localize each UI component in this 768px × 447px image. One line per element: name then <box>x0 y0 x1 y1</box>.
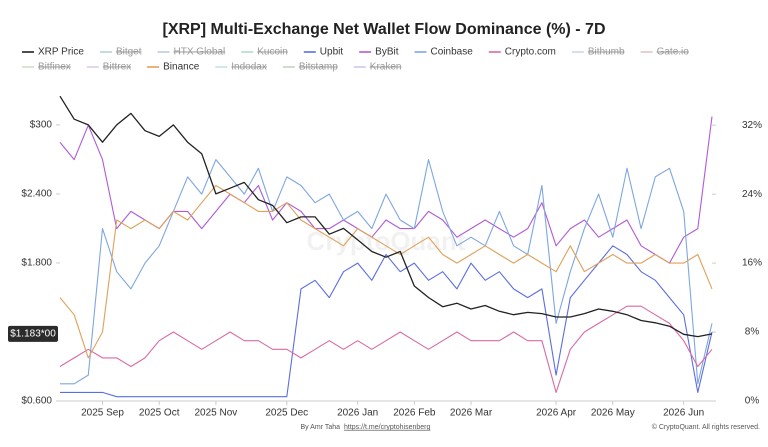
x-tick-label: 2025 Nov <box>195 408 238 419</box>
legend-label: Bitfinex <box>38 62 71 73</box>
series-line <box>60 159 713 385</box>
author-link[interactable]: https://t.me/cryptohisenberg <box>344 424 430 431</box>
x-tick-label: 2026 Apr <box>536 408 577 419</box>
legend-label: ByBit <box>375 47 399 58</box>
x-tick-label: 2025 Sep <box>81 408 124 419</box>
legend-label: Coinbase <box>431 47 474 58</box>
y2-tick-label: 0% <box>745 396 760 407</box>
legend-label: Bittrex <box>103 62 131 73</box>
legend-item[interactable]: Kucoin <box>241 47 288 58</box>
legend-item[interactable]: ByBit <box>359 47 399 58</box>
watermark: CryptoQuant <box>307 226 466 256</box>
legend-item[interactable]: Upbit <box>303 47 344 58</box>
legend-item[interactable]: Bithumb <box>571 47 625 58</box>
y2-tick-label: 24% <box>742 189 762 200</box>
legend-label: Binance <box>163 62 200 73</box>
legend-item[interactable]: Bittrex <box>86 62 131 73</box>
legend-label: Kraken <box>370 62 402 73</box>
author: By Amr Taha <box>300 424 340 431</box>
series-line <box>59 305 713 393</box>
y-tick-label: $1.800 <box>21 258 52 269</box>
y-tick-label: $0.600 <box>21 396 52 407</box>
y2-tick-label: 8% <box>745 327 760 338</box>
x-tick-label: 2026 Jun <box>663 408 704 419</box>
legend-label: Upbit <box>320 47 344 58</box>
x-tick-label: 2026 May <box>591 408 635 419</box>
legend-item[interactable]: Indodax <box>215 62 267 73</box>
legend-item[interactable]: XRP Price <box>22 47 84 58</box>
series-line <box>59 95 713 338</box>
legend-item[interactable]: Bitfinex <box>22 62 71 73</box>
legend-item[interactable]: Kraken <box>353 62 402 73</box>
series-line <box>59 184 713 359</box>
legend-item[interactable]: HTX Global <box>157 47 226 58</box>
x-tick-label: 2026 Feb <box>393 408 436 419</box>
legend-label: Crypto.com <box>505 47 556 58</box>
y2-tick-label: 16% <box>742 258 762 269</box>
legend-item[interactable]: Gate.io <box>640 47 690 58</box>
series-line <box>60 245 713 398</box>
price-label-box <box>8 325 58 342</box>
legend-label: Gate.io <box>657 47 690 58</box>
x-tick-label: 2025 Dec <box>265 408 308 419</box>
copyright: © CryptoQuant. All rights reserved. <box>652 423 760 431</box>
legend-label: Bitget <box>116 47 142 58</box>
legend-label: Kucoin <box>257 47 288 58</box>
legend-item[interactable]: Coinbase <box>414 47 474 58</box>
legend-item[interactable]: Crypto.com <box>488 47 556 58</box>
chart-title: [XRP] Multi-Exchange Net Wallet Flow Dom… <box>163 21 606 38</box>
y2-tick-label: 32% <box>742 120 762 131</box>
legend-item[interactable]: Bitstamp <box>282 62 338 73</box>
x-tick-label: 2026 Mar <box>450 408 493 419</box>
legend-label: Indodax <box>231 62 267 73</box>
y-tick-label: $300 <box>30 120 53 131</box>
legend-item[interactable]: Binance <box>147 62 200 73</box>
x-tick-label: 2025 Oct <box>139 408 180 419</box>
legend-label: XRP Price <box>38 47 84 58</box>
legend-label: Bithumb <box>588 47 625 58</box>
x-tick-label: 2026 Jan <box>337 408 378 419</box>
legend-item[interactable]: Bitget <box>99 47 142 58</box>
legend-label: HTX Global <box>174 47 226 58</box>
legend-label: Bitstamp <box>299 62 338 73</box>
price-label: $1.183*00 <box>10 329 56 340</box>
y-tick-label: $2.400 <box>21 189 52 200</box>
